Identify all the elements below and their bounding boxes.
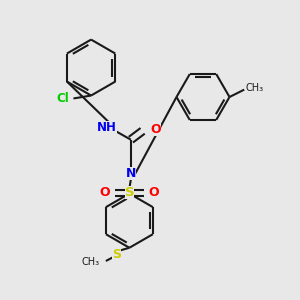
Text: Cl: Cl — [56, 92, 69, 105]
Text: N: N — [126, 167, 136, 180]
Text: CH₃: CH₃ — [246, 83, 264, 93]
Text: O: O — [100, 186, 110, 199]
Text: CH₃: CH₃ — [82, 257, 100, 268]
Text: S: S — [124, 186, 134, 199]
Text: O: O — [150, 123, 160, 136]
Text: O: O — [148, 186, 159, 199]
Text: NH: NH — [98, 122, 117, 134]
Text: S: S — [112, 248, 121, 261]
